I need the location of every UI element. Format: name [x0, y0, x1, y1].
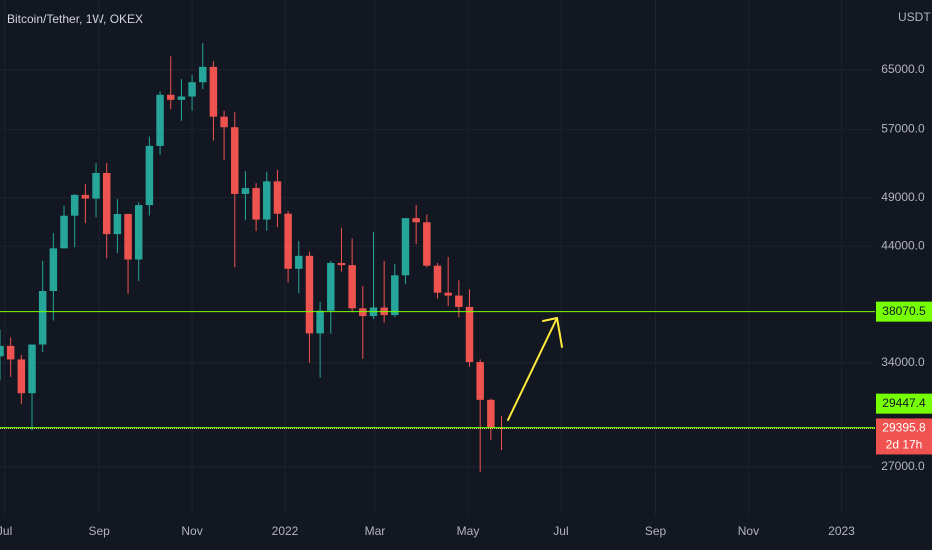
price-label: 29447.4	[882, 396, 926, 410]
candle-body	[60, 215, 68, 249]
candle-body	[359, 308, 367, 317]
candle-body	[487, 399, 495, 428]
candle-body	[252, 188, 260, 220]
candle-body	[220, 116, 228, 128]
price-label-box	[876, 301, 932, 322]
x-tick-label: Jul	[553, 524, 568, 538]
candle-body	[166, 94, 175, 100]
candle-body	[465, 306, 474, 363]
x-tick-label: 2022	[272, 524, 299, 538]
candle-body	[209, 66, 218, 117]
candle-body	[6, 345, 15, 360]
candle-body	[124, 213, 132, 260]
candle-body	[0, 345, 4, 357]
arrow-drawing	[507, 317, 563, 421]
candle-body	[284, 213, 292, 269]
price-label: 29395.8	[882, 421, 926, 435]
countdown-label: 2d 17h	[886, 438, 923, 452]
candle-body	[102, 172, 111, 235]
candle-body	[188, 82, 196, 97]
candle-body	[134, 205, 143, 260]
price-label: 38070.5	[882, 304, 926, 318]
candle-body	[17, 359, 26, 394]
candle-body	[412, 218, 420, 223]
x-tick-label: Sep	[645, 524, 667, 538]
candle-body	[113, 213, 122, 235]
x-tick-label: Nov	[738, 524, 759, 538]
candle-body	[391, 275, 399, 316]
x-tick-label: 2023	[828, 524, 855, 538]
candle-body	[316, 310, 324, 334]
candles	[0, 43, 506, 472]
x-tick-label: Mar	[365, 524, 386, 538]
candle-body	[231, 127, 239, 194]
candle-body	[241, 188, 250, 194]
price-label-box	[876, 418, 932, 455]
candle-body	[337, 263, 346, 266]
x-tick-label: May	[457, 524, 480, 538]
y-tick-label: 27000.0	[881, 459, 925, 473]
price-lines	[0, 311, 875, 429]
candle-body	[156, 94, 164, 146]
y-axis-label: USDT	[898, 10, 931, 24]
y-tick-label: 65000.0	[881, 62, 925, 76]
candle-body	[145, 145, 154, 206]
arrow-head	[542, 317, 558, 322]
price-label-box	[876, 393, 932, 414]
candle-body	[273, 181, 282, 214]
candle-body	[38, 291, 47, 345]
candle-body	[81, 194, 90, 199]
candle-body	[92, 172, 100, 199]
x-tick-label: Nov	[181, 524, 202, 538]
candle-body	[327, 263, 335, 311]
arrow-head	[556, 317, 563, 348]
grid	[0, 0, 875, 515]
x-tick-label: Sep	[88, 524, 110, 538]
candle-body	[49, 248, 58, 292]
candle-body	[199, 66, 207, 83]
candle-body	[455, 295, 463, 307]
candle-body	[295, 255, 303, 269]
y-tick-label: 49000.0	[881, 190, 925, 204]
y-tick-label: 44000.0	[881, 238, 925, 252]
y-tick-label: 34000.0	[881, 355, 925, 369]
x-tick-label: Jul	[0, 524, 12, 538]
candle-body	[348, 265, 356, 309]
chart-title: Bitcoin/Tether, 1W, OKEX	[7, 12, 143, 26]
candle-body	[401, 218, 410, 276]
candle-body	[444, 292, 452, 296]
candle-body	[70, 194, 79, 216]
candle-body	[433, 265, 442, 293]
candle-body	[28, 344, 36, 394]
candle-body	[177, 96, 186, 100]
y-tick-label: 57000.0	[881, 122, 925, 136]
arrow-shaft	[507, 317, 558, 421]
candle-body	[476, 362, 484, 400]
candle-body	[423, 222, 431, 266]
axis-labels: 27000.0 34000.0 44000.0 49000.0 57000.0 65000…	[0, 62, 932, 538]
candle-body	[263, 181, 271, 220]
candle-body	[305, 255, 314, 334]
